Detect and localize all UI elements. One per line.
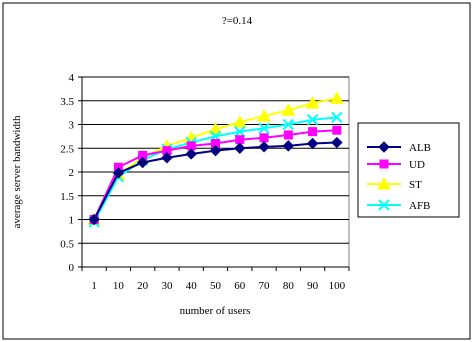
legend-item-st: ST [367,176,422,191]
data-point-st [305,96,320,109]
x-tick-label: 80 [283,280,295,292]
data-point-alb [136,156,149,169]
data-point-ud [283,130,293,140]
legend-label-ud: UD [409,159,425,171]
data-point-ud [308,127,318,137]
data-point-alb [161,152,173,164]
y-tick-label: 0.5 [60,238,74,250]
legend-marker-alb [378,141,390,153]
x-tick-label: 90 [307,280,319,292]
x-tick-label: 10 [113,280,125,292]
y-tick-label: 2.5 [60,143,74,155]
data-point-alb [88,213,100,226]
legend-marker-ud [379,159,389,169]
data-point-afb [331,111,343,124]
legend-label-alb: ALB [409,142,431,154]
legend-item-afb: AFB [367,199,430,212]
data-point-ud [235,135,245,145]
chart-title: ?=0.14 [222,15,253,27]
data-point-afb [234,125,246,138]
y-tick-label: 3 [69,120,75,132]
data-point-st [208,122,223,135]
y-axis-label: average server bandwidth [11,115,23,229]
y-tick-label: 3.5 [60,96,74,108]
y-tick-label: 4 [69,72,75,84]
x-tick-label: 100 [329,280,346,292]
legend-marker-afb [378,199,390,211]
x-tick-label: 20 [137,280,149,292]
y-axis-ticks: 0 0.5 1 1.5 2 2.5 3 3.5 4 [60,72,82,274]
x-tick-label: 30 [161,280,173,292]
data-point-afb [282,118,295,131]
data-point-alb [331,136,343,149]
data-point-alb [258,141,270,153]
data-point-afb [258,122,270,135]
legend-marker-st [377,176,391,190]
x-axis-ticks: 1 10 20 30 40 50 60 70 80 90 100 [81,77,350,292]
data-point-ud [259,133,269,143]
legend-box [357,122,460,218]
legend: ALB UD ST AFB [367,141,431,212]
x-tick-label: 40 [186,280,198,292]
legend-item-ud: UD [367,159,425,171]
data-point-alb [209,144,222,157]
data-point-afb [306,114,319,126]
data-point-alb [112,167,125,179]
data-point-st [281,103,296,116]
series-group [87,91,344,228]
y-tick-label: 1.5 [60,191,74,203]
x-axis-label: number of users [180,305,251,317]
x-tick-label: 60 [234,280,246,292]
x-tick-label: 70 [259,280,271,292]
data-point-alb [234,142,246,154]
y-tick-label: 1 [69,215,75,227]
series-alb [88,136,343,226]
legend-label-afb: AFB [409,200,430,212]
data-point-alb [282,140,295,152]
x-tick-label: 1 [91,280,97,292]
data-point-alb [185,148,197,160]
data-point-ud [332,125,342,135]
y-tick-label: 2 [69,167,75,179]
y-tick-label: 0 [69,262,75,274]
legend-label-st: ST [409,179,422,191]
data-point-st [232,115,247,128]
legend-item-alb: ALB [367,141,431,154]
data-point-alb [306,137,319,150]
data-point-st [330,91,344,104]
data-point-st [257,108,271,122]
x-tick-label: 50 [210,280,222,292]
